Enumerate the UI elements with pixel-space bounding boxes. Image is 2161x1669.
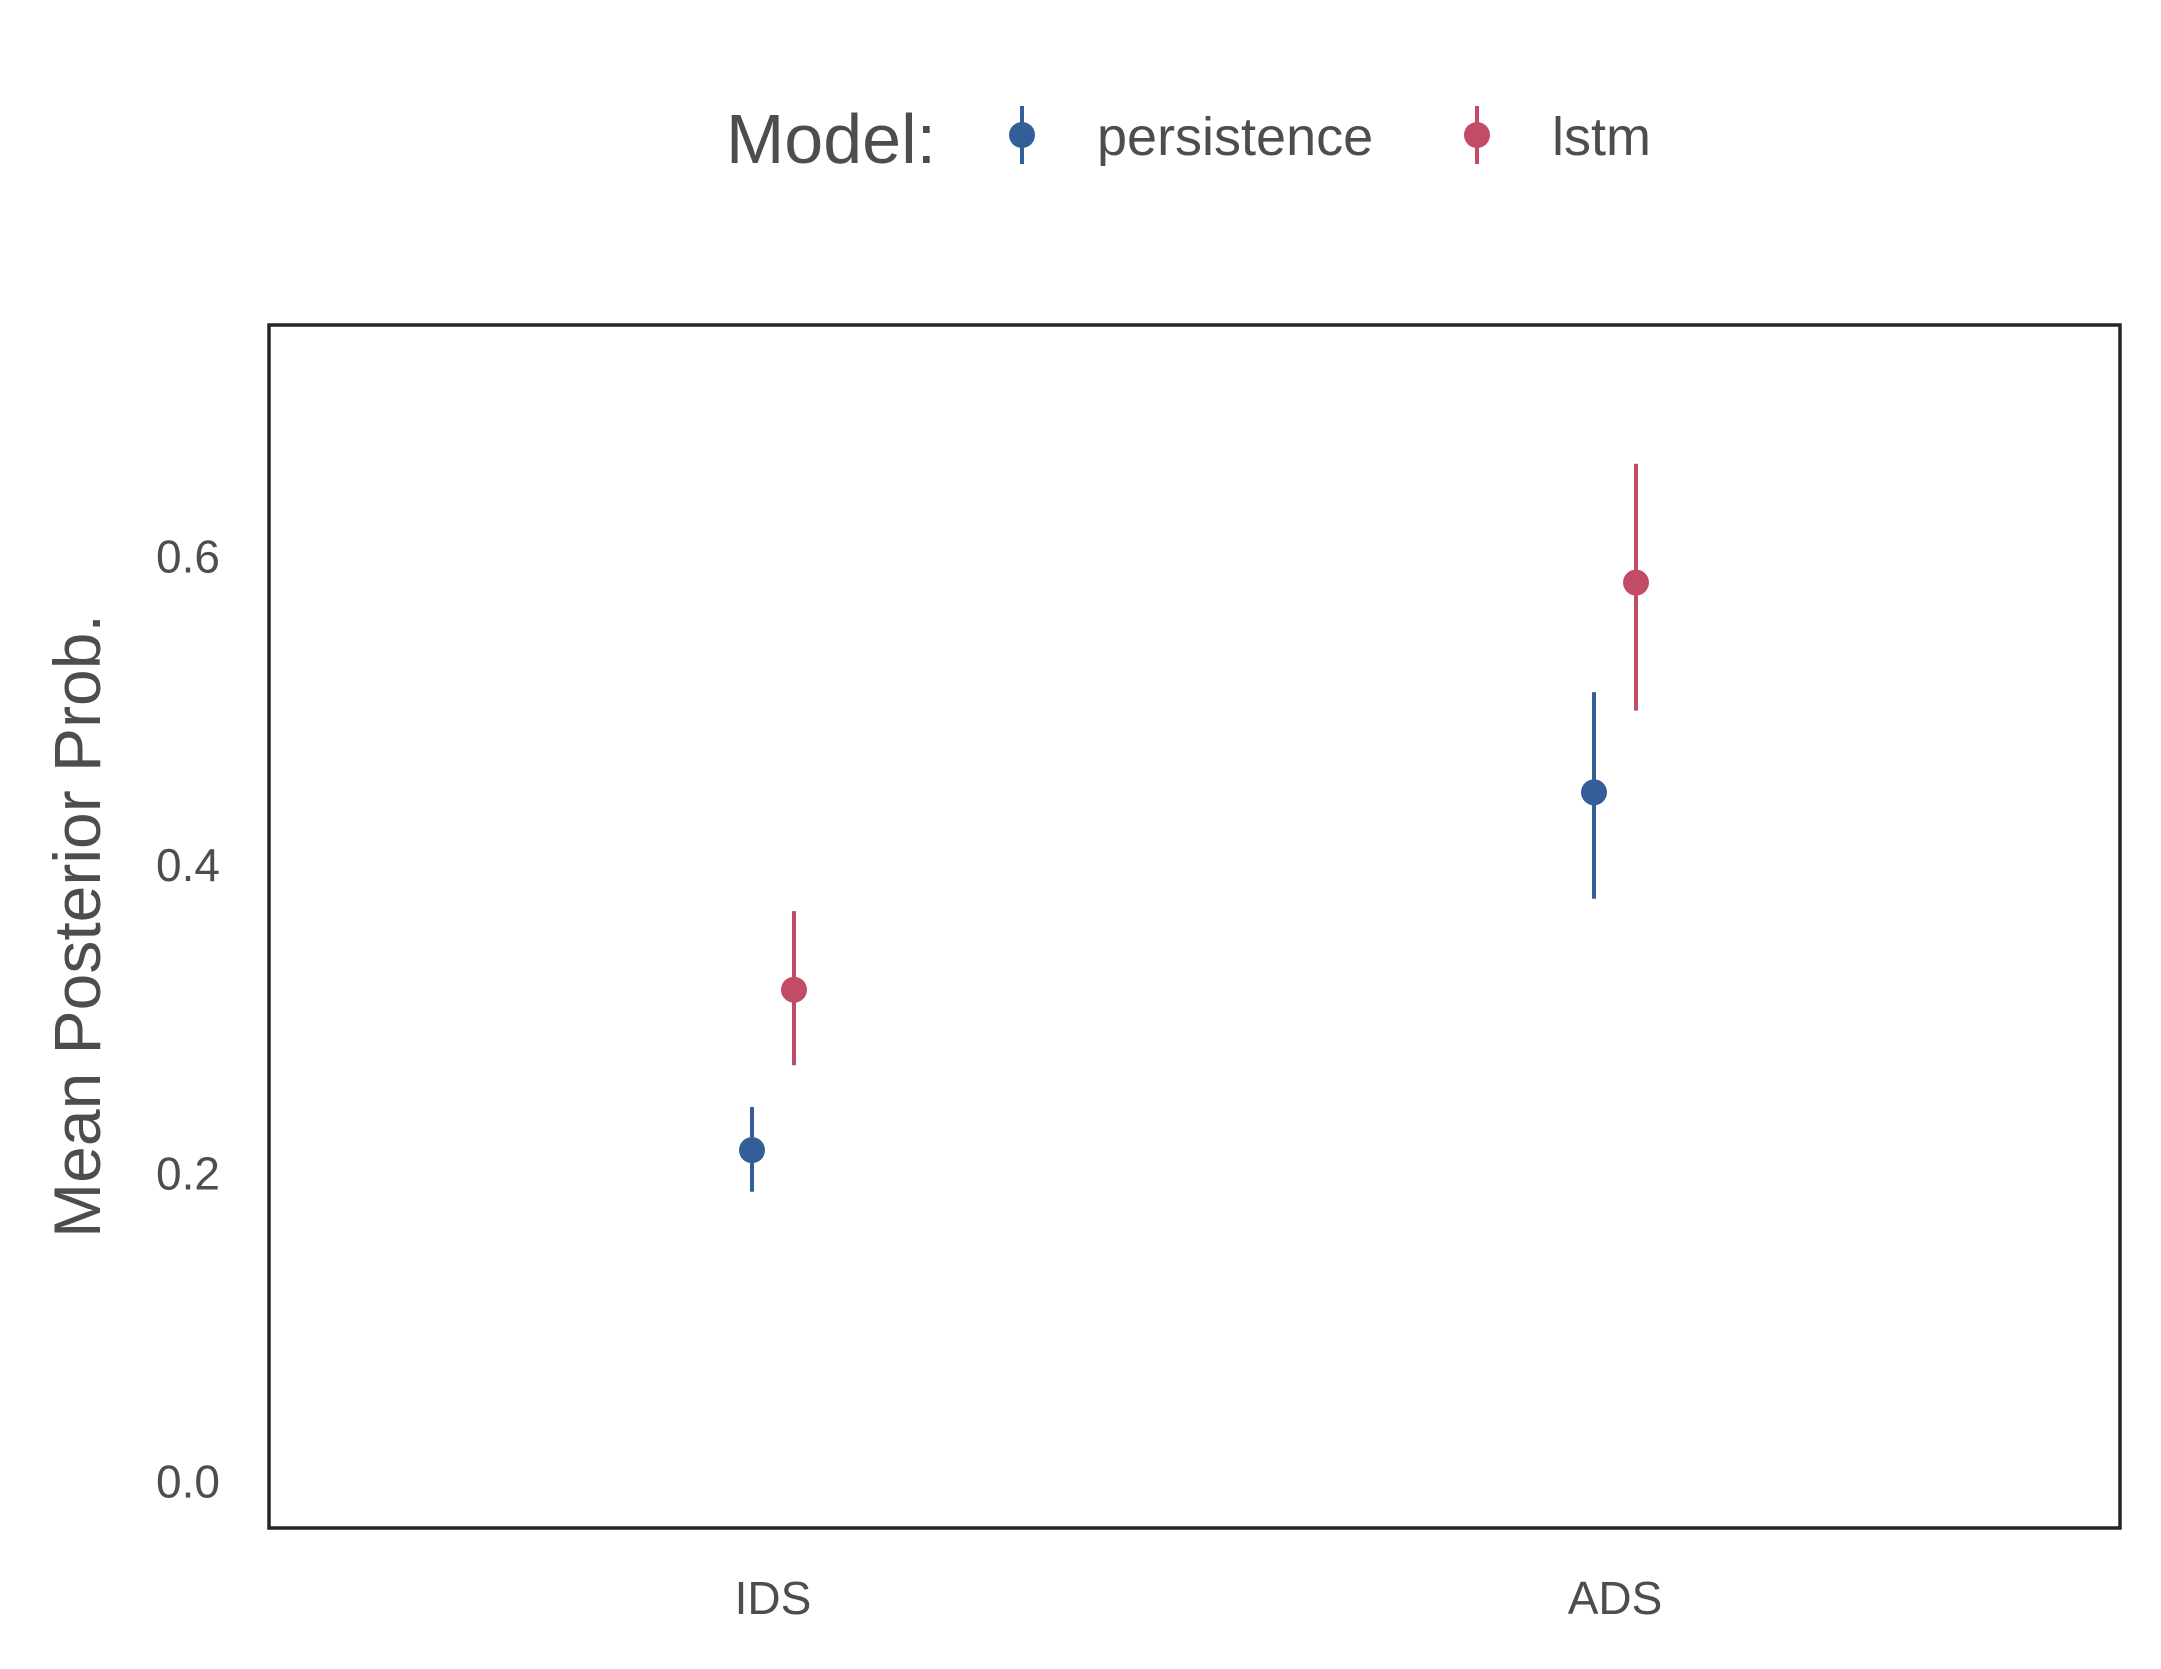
data-marks [739,463,1649,1192]
legend-items: persistence lstm [1009,106,1651,167]
x-tick-label: ADS [1568,1572,1663,1624]
legend-item-persistence: persistence [1009,106,1373,167]
y-axis-title: Mean Posterior Prob. [40,614,114,1238]
x-tick-label: IDS [735,1572,812,1624]
y-tick-label: 0.6 [156,530,220,582]
legend-title: Model: [726,100,936,178]
legend-item-lstm: lstm [1464,106,1651,167]
y-tick-label: 0.2 [156,1147,220,1199]
y-tick-label: 0.0 [156,1456,220,1508]
legend: Model: persistence lstm [726,100,1651,178]
legend-marker-dot [1464,122,1490,148]
legend-label: persistence [1097,107,1373,167]
legend-marker-dot [1009,122,1035,148]
legend-label: lstm [1552,107,1651,167]
data-point [781,976,807,1003]
data-point [739,1137,765,1164]
y-axis-ticks: 0.0 0.2 0.4 0.6 [156,530,220,1507]
data-point [1581,779,1607,806]
y-tick-label: 0.4 [156,839,220,891]
series-lstm [781,463,1649,1066]
x-axis-ticks: IDS ADS [735,1572,1663,1624]
series-persistence [739,692,1607,1192]
plot-frame [267,323,2122,1530]
data-point [1623,569,1649,596]
